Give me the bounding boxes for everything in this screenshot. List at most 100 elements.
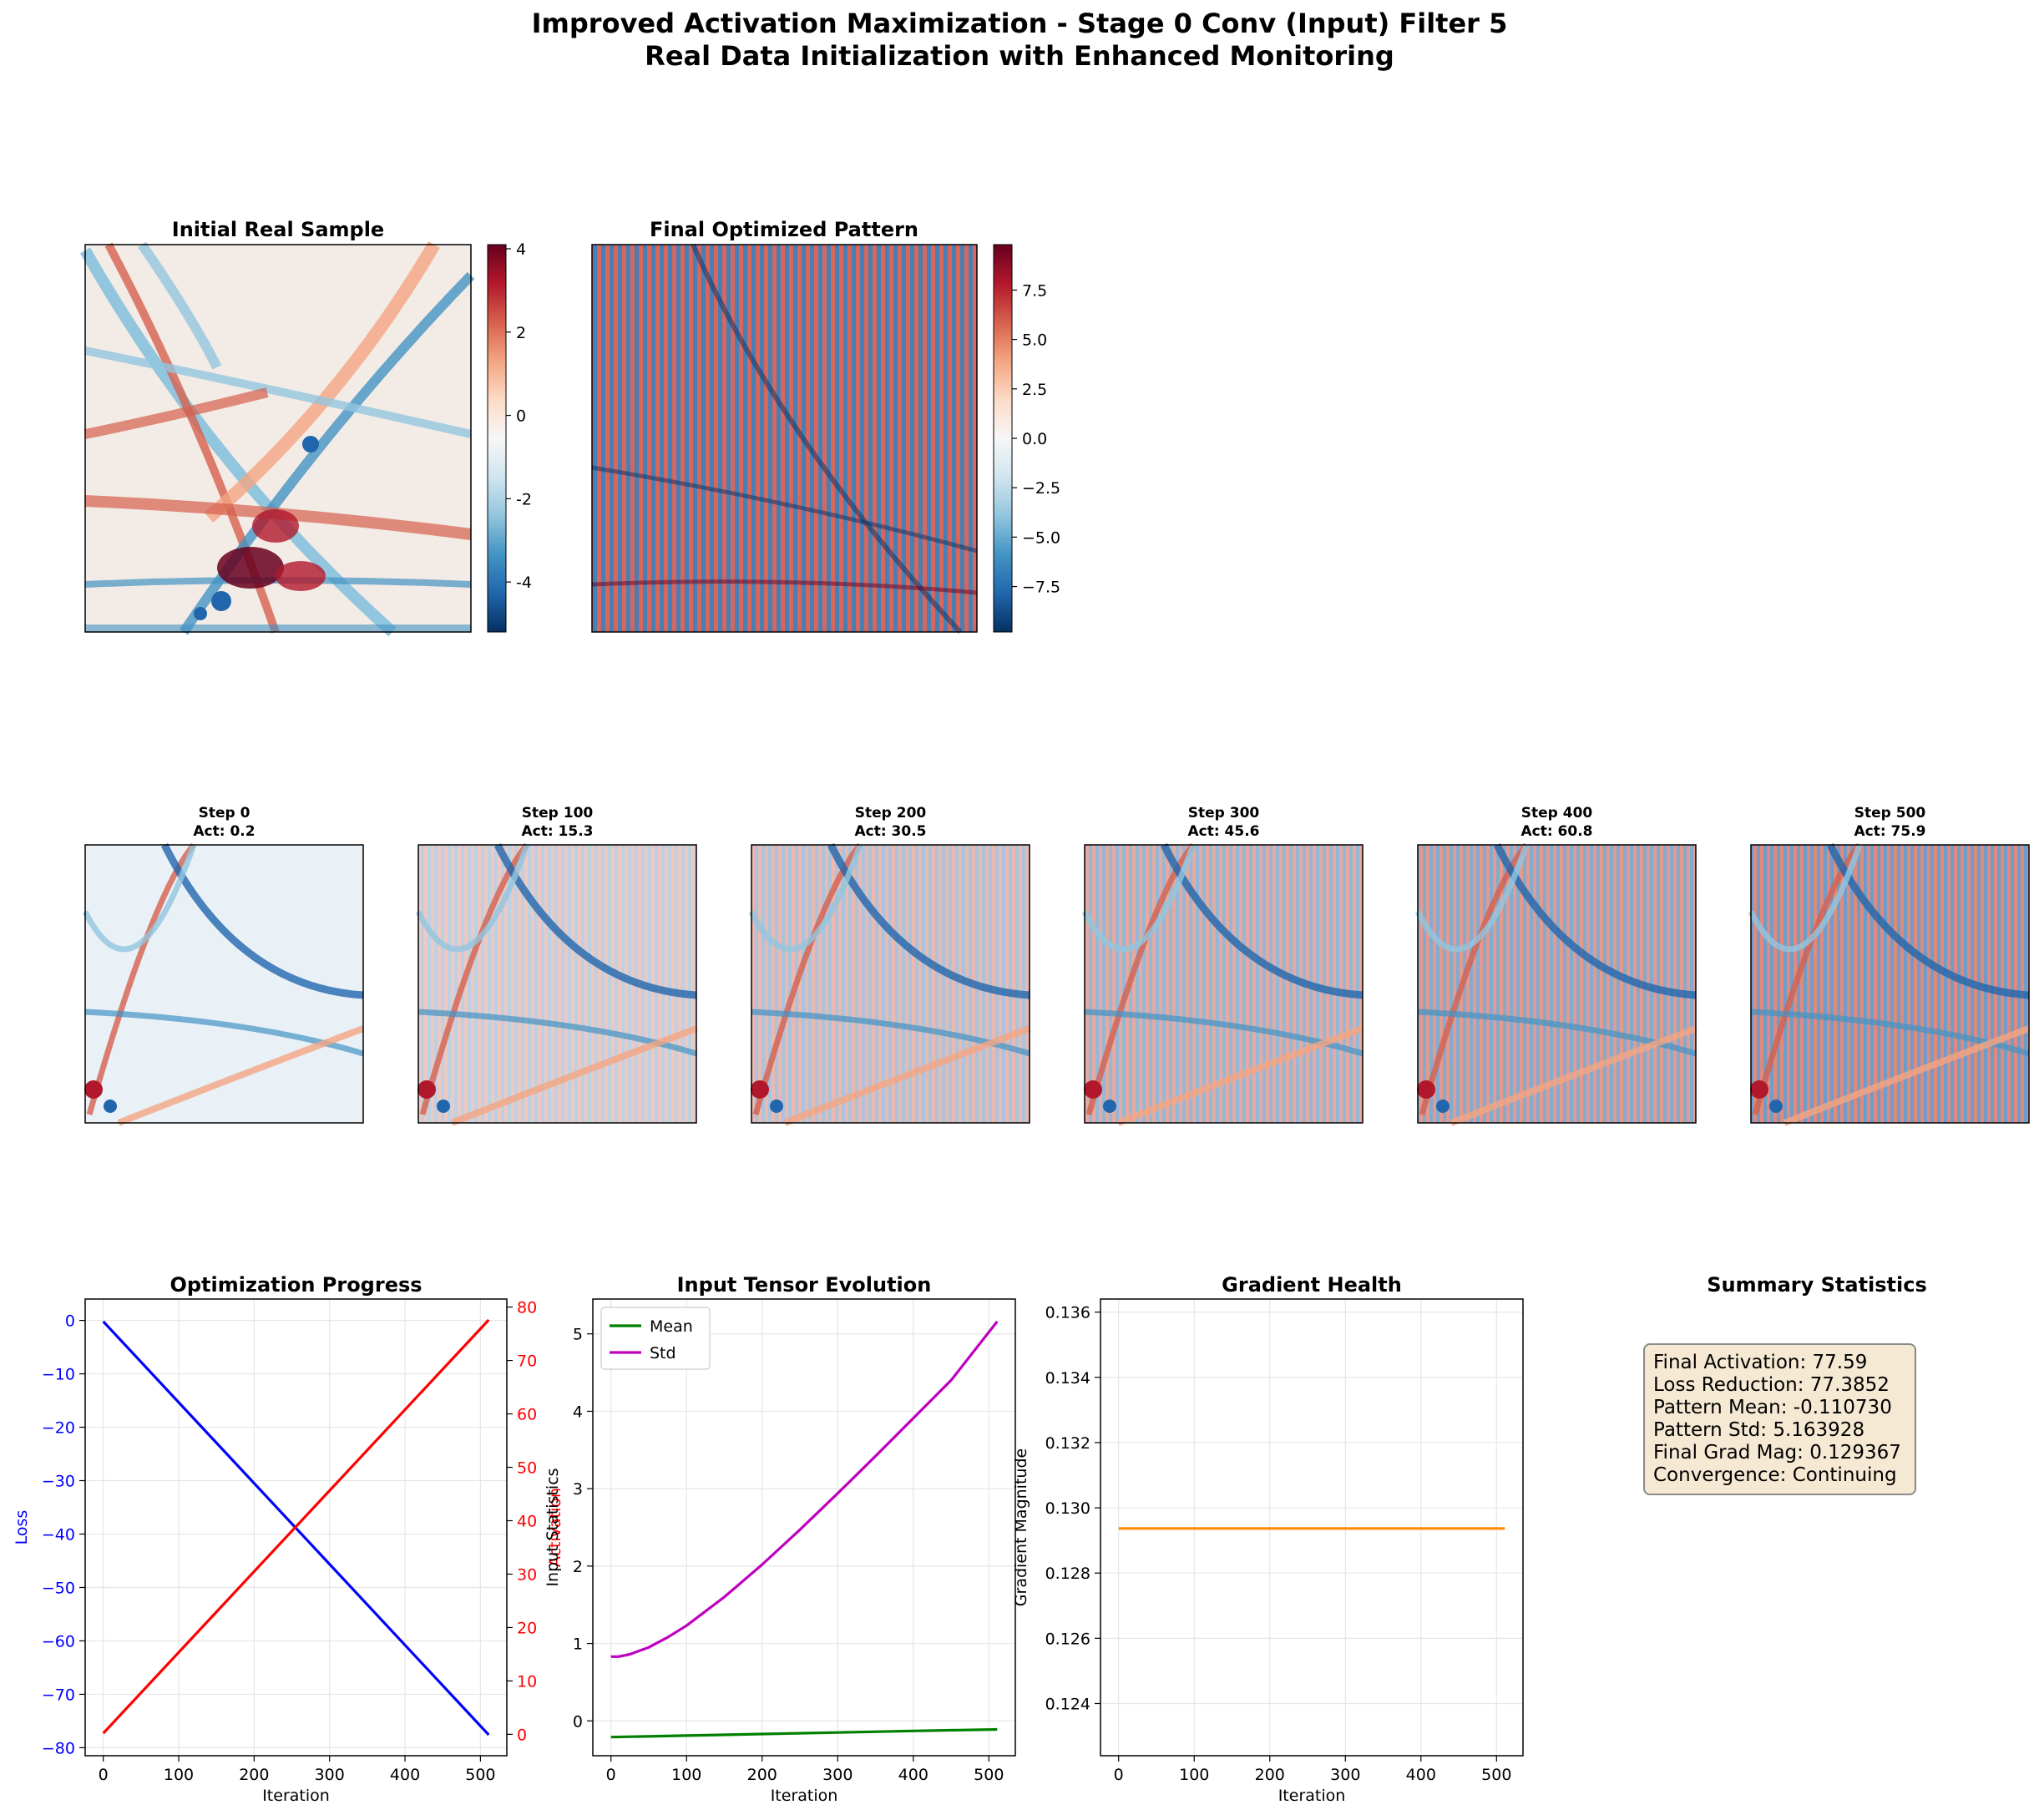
step-wave xyxy=(748,843,863,953)
y-tick-label: 5 xyxy=(573,1326,583,1344)
x-tick-label: 500 xyxy=(974,1766,1004,1784)
figure-title-line1: Improved Activation Maximization - Stage… xyxy=(532,8,1508,39)
summary-convergence: Convergence: Continuing xyxy=(1653,1464,1897,1486)
step-wave xyxy=(450,1025,698,1126)
colorbar-tick-label: 7.5 xyxy=(1022,281,1047,300)
x-tick-label: 400 xyxy=(1406,1766,1436,1784)
colorbar-tick-label: 0 xyxy=(516,407,526,426)
initial-colorbar xyxy=(487,244,507,633)
x-tick-label: 0 xyxy=(99,1766,109,1784)
step-wave xyxy=(783,1025,1031,1126)
x-axis-label: Iteration xyxy=(1278,1787,1346,1805)
y-right-tick-label: 10 xyxy=(517,1672,537,1691)
x-tick-label: 100 xyxy=(164,1766,194,1784)
colorbar-tick-label: −7.5 xyxy=(1022,579,1060,597)
x-tick-label: 100 xyxy=(671,1766,701,1784)
summary-final-grad-mag: Final Grad Mag: 0.129367 xyxy=(1653,1442,1901,1464)
step-wave xyxy=(84,1009,365,1057)
step-wave xyxy=(751,1009,1031,1057)
y-tick-label: −20 xyxy=(42,1419,75,1438)
final-pattern-title: Final Optimized Pattern xyxy=(650,218,918,241)
colorbar-tick-label: 0.0 xyxy=(1022,430,1047,448)
y-axis-label: Gradient Magnitude xyxy=(1012,1448,1030,1606)
step-wave xyxy=(493,842,697,999)
figure-title-line2: Real Data Initialization with Enhanced M… xyxy=(645,40,1394,72)
y-right-tick-label: 30 xyxy=(517,1565,537,1584)
step-activation: Act: 0.2 xyxy=(193,823,255,840)
legend-label: Std xyxy=(650,1344,676,1362)
colorbar-tick-label: 4 xyxy=(516,240,526,259)
x-tick-label: 300 xyxy=(1330,1766,1360,1784)
step-title: Step 0 xyxy=(199,805,250,822)
legend: Mean Std xyxy=(600,1307,711,1370)
summary-title: Summary Statistics xyxy=(1707,1273,1927,1297)
x-tick-label: 500 xyxy=(465,1766,495,1784)
y-tick-label: 0.132 xyxy=(1045,1434,1090,1453)
y-tick-label: 1 xyxy=(573,1635,583,1654)
y-tick-label: 0 xyxy=(65,1312,75,1331)
final-colorbar xyxy=(993,244,1013,633)
step-image-frame xyxy=(84,844,364,1124)
y-tick-label: −40 xyxy=(42,1525,75,1544)
step-image-frame xyxy=(1084,844,1364,1124)
step-title: Step 500 xyxy=(1854,805,1926,822)
y-tick-label: −60 xyxy=(42,1632,75,1651)
colorbar-tick-label: 2.5 xyxy=(1022,381,1047,399)
step-blob xyxy=(1103,1100,1116,1113)
y-tick-label: 0.124 xyxy=(1045,1695,1090,1713)
step-wave xyxy=(1748,843,1863,953)
x-tick-label: 400 xyxy=(898,1766,928,1784)
step-wave xyxy=(160,842,364,999)
x-tick-label: 400 xyxy=(390,1766,420,1784)
colorbar-tick-label: -4 xyxy=(516,574,532,592)
y-tick-label: 0.128 xyxy=(1045,1565,1090,1583)
colorbar-tick-label: 5.0 xyxy=(1022,331,1047,350)
y-tick-label: 2 xyxy=(573,1558,583,1576)
step-title: Step 200 xyxy=(855,805,927,822)
y-axis-label: Input Statistics xyxy=(544,1468,562,1586)
y-right-tick-label: 40 xyxy=(517,1513,537,1531)
y-right-tick-label: 0 xyxy=(517,1726,527,1744)
initial-sample-panel: Initial Real Sample 4 2 0 -2 -4 xyxy=(79,218,532,637)
x-tick-label: 0 xyxy=(606,1766,616,1784)
initial-colorbar-ticks: 4 2 0 -2 -4 xyxy=(506,240,532,592)
y-tick-label: 0.136 xyxy=(1045,1304,1090,1322)
series-line xyxy=(610,1320,999,1658)
y-tick-label: 0.134 xyxy=(1045,1369,1090,1388)
step-image-frame xyxy=(417,844,697,1124)
step-blob xyxy=(770,1100,783,1113)
step-blob xyxy=(84,1080,103,1099)
step-wave xyxy=(1160,842,1364,999)
chart-3: Gradient Health 0 100 200 300 400 500 Iteration… xyxy=(1012,1273,1524,1805)
step-blob xyxy=(437,1100,450,1113)
step-blob xyxy=(417,1080,436,1099)
step-wave xyxy=(1084,1009,1364,1057)
final-pattern-panel: Final Optimized Pattern 7.5 5.0 2.5 0.0 −2.5… xyxy=(591,218,1060,634)
plot-frame xyxy=(1100,1298,1524,1757)
y-right-tick-label: 50 xyxy=(517,1459,537,1478)
x-tick-label: 200 xyxy=(239,1766,269,1784)
step-wave xyxy=(1493,842,1697,999)
step-wave xyxy=(117,1025,365,1126)
step-wave xyxy=(827,842,1030,999)
x-tick-label: 200 xyxy=(747,1766,777,1784)
step-blob xyxy=(1417,1080,1435,1099)
step-wave xyxy=(415,843,530,953)
step-wave xyxy=(1417,1009,1697,1057)
step-image-frame xyxy=(751,844,1030,1124)
step-activation: Act: 15.3 xyxy=(521,823,593,840)
y-axis-label: Loss xyxy=(13,1510,31,1545)
initial-sample-title: Initial Real Sample xyxy=(172,218,384,241)
chart-title: Input Tensor Evolution xyxy=(677,1273,932,1297)
initial-sample-image xyxy=(79,240,475,637)
y-right-tick-label: 80 xyxy=(517,1299,537,1317)
legend-label: Mean xyxy=(650,1317,693,1336)
